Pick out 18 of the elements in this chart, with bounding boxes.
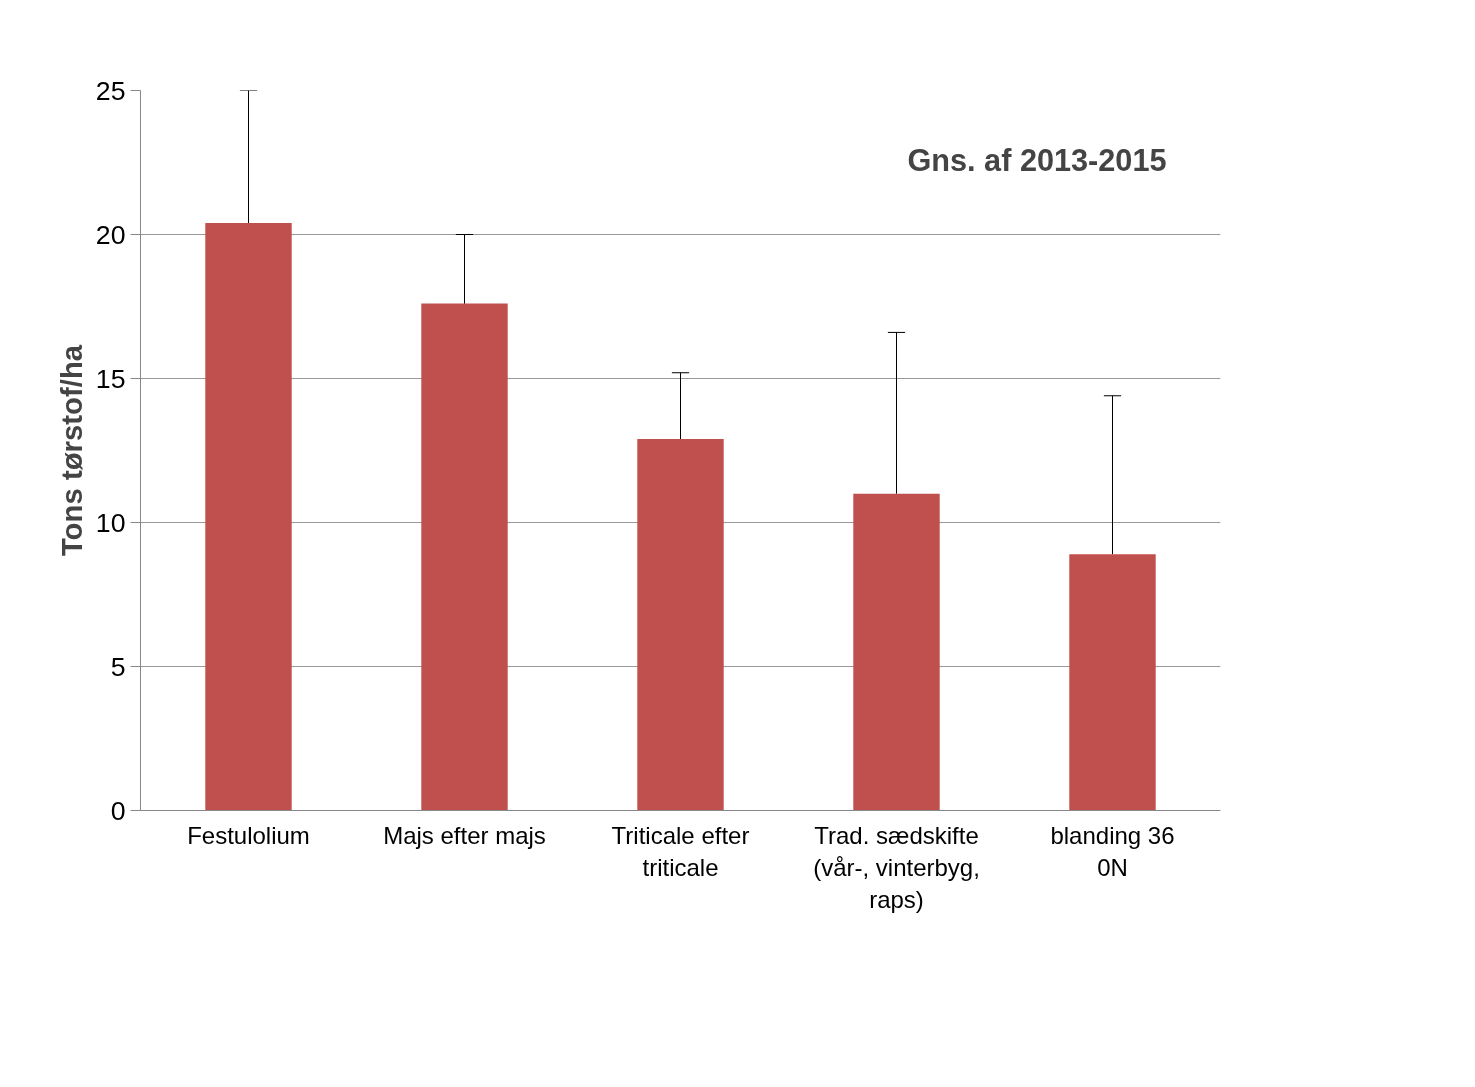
x-tick-label: Majs efter majs bbox=[383, 821, 546, 849]
y-tick-label: 5 bbox=[110, 651, 126, 682]
bar bbox=[205, 222, 292, 811]
x-tick-label: Trad. sædskifte (vår-, vinterbyg, raps) bbox=[813, 821, 980, 914]
bar bbox=[637, 438, 724, 811]
y-axis-title: Tons tørstof/ha bbox=[54, 344, 88, 557]
x-tick-label: Triticale efter triticale bbox=[611, 821, 750, 881]
y-tick-label: 10 bbox=[95, 507, 126, 538]
y-tick-label: 0 bbox=[110, 795, 126, 826]
bar bbox=[1069, 554, 1156, 811]
y-tick-label: 15 bbox=[95, 363, 126, 394]
y-tick-label: 20 bbox=[95, 219, 126, 250]
bar bbox=[853, 493, 940, 811]
x-tick-label: Festulolium bbox=[187, 821, 310, 849]
bar bbox=[421, 303, 508, 811]
annotation: Gns. af 2013-2015 bbox=[907, 142, 1167, 177]
y-tick-label: 25 bbox=[95, 75, 126, 106]
x-tick-label: blanding 36 0N bbox=[1050, 821, 1175, 881]
